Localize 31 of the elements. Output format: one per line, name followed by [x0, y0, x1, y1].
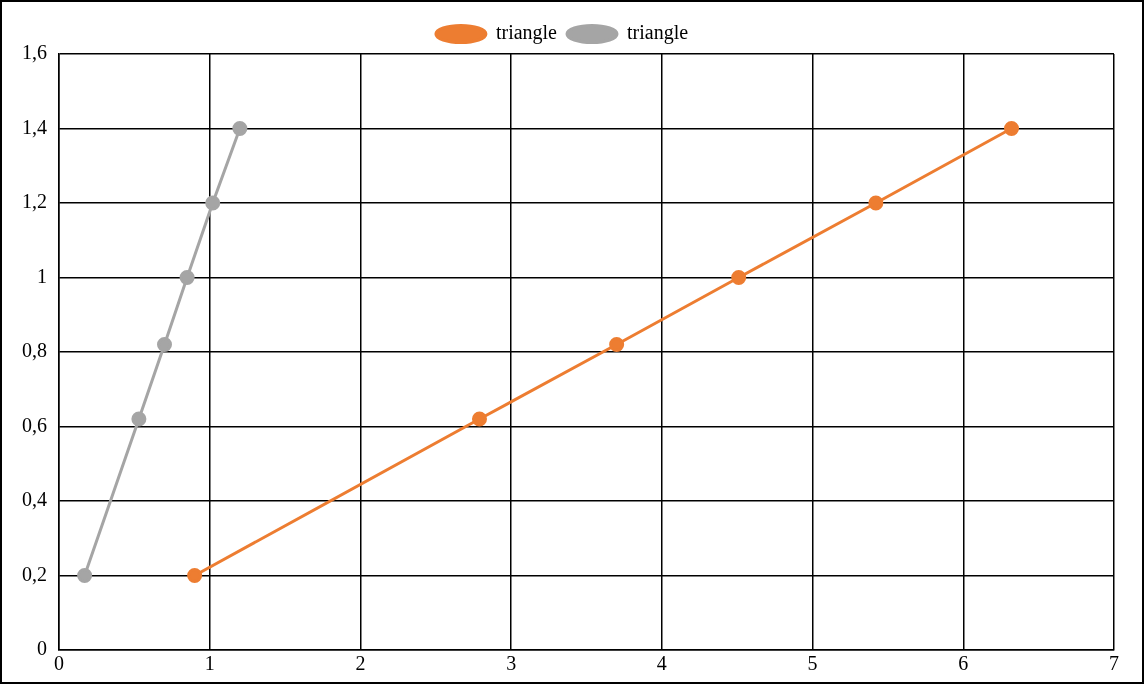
- y-tick-label: 1: [37, 264, 47, 287]
- y-tick-label: 1,4: [22, 115, 47, 138]
- x-tick-label: 4: [656, 652, 667, 675]
- point: [1004, 121, 1020, 136]
- point: [205, 195, 221, 211]
- point: [471, 411, 487, 427]
- y-tick-label: 0,4: [22, 488, 47, 511]
- point: [131, 411, 147, 427]
- y-tick-label: 0,6: [22, 413, 47, 436]
- point: [187, 568, 203, 583]
- x-tick-label: 1: [204, 652, 215, 675]
- legend-label: triangle: [627, 21, 689, 45]
- x-tick-label: 2: [355, 652, 366, 675]
- x-tick-label: 3: [506, 652, 517, 675]
- point: [609, 337, 625, 353]
- y-tick-label: 0,8: [22, 339, 47, 362]
- y-tick-label: 1,6: [22, 41, 47, 64]
- x-tick-label: 5: [807, 652, 818, 675]
- x-tick-label: 7: [1109, 652, 1119, 675]
- point: [157, 337, 172, 353]
- point: [77, 568, 93, 583]
- point: [868, 195, 884, 211]
- x-tick-label: 0: [54, 652, 64, 675]
- legend-label: triangle: [495, 21, 558, 45]
- y-tick-label: 0,2: [22, 562, 47, 585]
- y-tick-label: 1,2: [22, 190, 47, 213]
- point: [232, 121, 248, 136]
- x-tick-label: 6: [958, 652, 969, 675]
- y-tick-label: 0: [37, 637, 47, 660]
- point: [731, 270, 747, 285]
- point: [179, 270, 195, 285]
